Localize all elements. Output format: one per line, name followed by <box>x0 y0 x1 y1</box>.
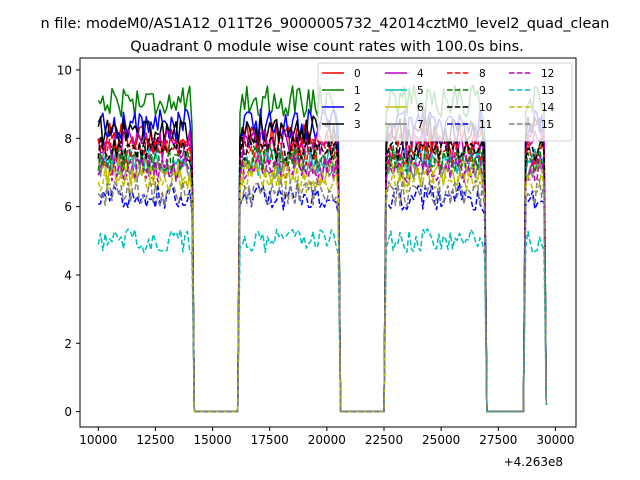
x-tick-label: 10000 <box>79 433 117 447</box>
series-line-9 <box>97 144 548 413</box>
series-line-10 <box>97 134 548 413</box>
x-offset-label: +4.263e8 <box>504 455 563 469</box>
legend-label-5: 5 <box>417 85 424 97</box>
y-tick-label: 2 <box>64 337 72 351</box>
y-tick-label: 4 <box>64 268 72 282</box>
chart-title: Quadrant 0 module wise count rates with … <box>130 39 524 55</box>
series-line-12 <box>97 154 548 413</box>
legend-label-6: 6 <box>417 102 424 114</box>
legend-label-9: 9 <box>479 85 486 97</box>
y-tick-label: 0 <box>64 405 72 419</box>
legend-box <box>317 62 573 142</box>
series-line-8 <box>97 137 548 413</box>
legend-label-14: 14 <box>541 102 555 114</box>
x-tick-label: 27500 <box>479 433 517 447</box>
series-line-11 <box>97 182 548 413</box>
x-tick-label: 15000 <box>193 433 231 447</box>
y-tick-label: 6 <box>64 200 72 214</box>
legend-label-13: 13 <box>541 85 554 97</box>
x-tick-label: 20000 <box>308 433 346 447</box>
series-line-13 <box>97 228 548 413</box>
plot-frame <box>79 57 577 428</box>
legend-label-4: 4 <box>417 68 424 80</box>
series-layer <box>97 84 548 413</box>
x-tick-label: 17500 <box>251 433 289 447</box>
legend-label-7: 7 <box>417 119 424 131</box>
legend-label-1: 1 <box>354 85 361 97</box>
legend-label-12: 12 <box>541 68 554 80</box>
x-tick-label: 12500 <box>136 433 174 447</box>
figure-suptitle: n file: modeM0/AS1A12_011T26_9000005732_… <box>41 16 610 32</box>
y-tick-label: 10 <box>57 63 72 77</box>
legend-label-0: 0 <box>354 68 361 80</box>
y-axis: 0 2 4 6 8 10 <box>57 63 80 419</box>
x-tick-label: 30000 <box>536 433 574 447</box>
x-axis: 10000 12500 15000 17500 20000 22500 25000 27500… <box>79 427 575 447</box>
legend-label-3: 3 <box>354 119 361 131</box>
series-line-6 <box>98 158 548 413</box>
legend-label-10: 10 <box>479 102 492 114</box>
x-tick-label: 25000 <box>422 433 460 447</box>
x-tick-label: 22500 <box>365 433 403 447</box>
legend-label-2: 2 <box>354 102 361 114</box>
y-tick-label: 8 <box>64 132 72 146</box>
legend-label-11: 11 <box>479 119 492 131</box>
series-line-15 <box>97 178 548 413</box>
legend-label-8: 8 <box>479 68 486 80</box>
legend-label-15: 15 <box>541 119 554 131</box>
